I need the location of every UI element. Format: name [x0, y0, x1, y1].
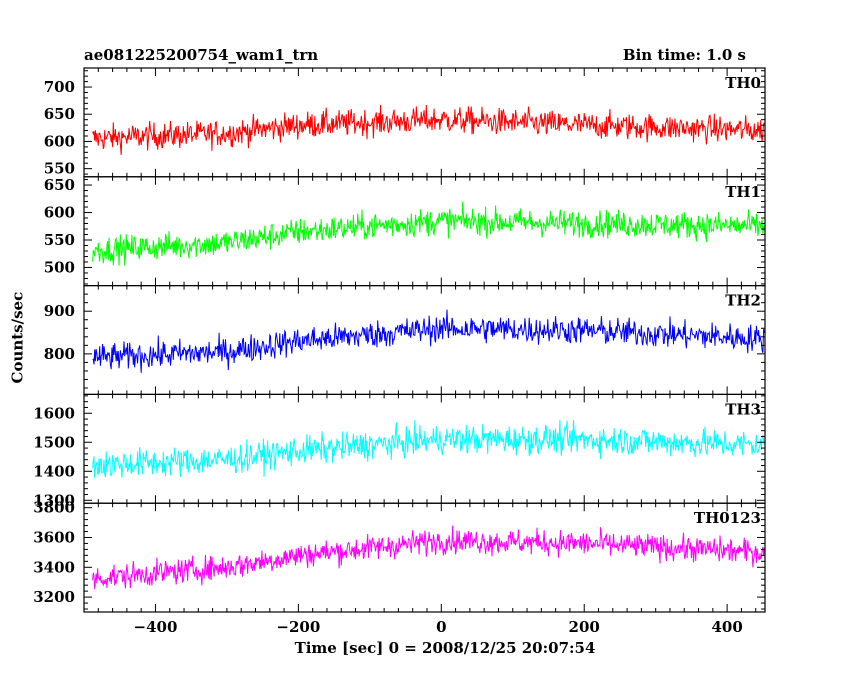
y-tick-label: 650: [44, 105, 75, 123]
x-tick-label: 400: [711, 618, 742, 636]
y-tick-label: 700: [44, 78, 75, 96]
y-tick-label: 1400: [33, 462, 75, 480]
y-tick-label: 550: [44, 231, 75, 249]
y-tick-label: 550: [44, 160, 75, 178]
plot-title: ae081225200754_wam1_trn: [84, 46, 319, 64]
panel-label-th3: TH3: [725, 400, 761, 418]
y-tick-label: 600: [44, 204, 75, 222]
y-tick-label: 600: [44, 132, 75, 150]
y-tick-label: 3400: [33, 558, 75, 576]
panel-label-th1: TH1: [725, 183, 761, 201]
panel-label-th0: TH0: [725, 74, 761, 92]
x-tick-label: −400: [134, 618, 178, 636]
panel-frame-th3: [83, 393, 766, 504]
x-tick-label: 200: [569, 618, 600, 636]
y-tick-label: 1300: [33, 491, 75, 509]
x-axis-label: Time [sec] 0 = 2008/12/25 20:07:54: [294, 639, 596, 657]
y-tick-label: 650: [44, 176, 75, 194]
y-tick-label: 500: [44, 258, 75, 276]
y-tick-label: 1500: [33, 433, 75, 451]
panel-label-th2: TH2: [725, 292, 761, 310]
series-line-th1: [92, 201, 765, 266]
y-tick-label: 1600: [33, 404, 75, 422]
series-line-th3: [92, 419, 765, 479]
series-line-th0: [92, 104, 765, 155]
y-tick-label: 3600: [33, 528, 75, 546]
series-line-th2: [92, 309, 765, 373]
panel-frame-th0123: [83, 502, 766, 613]
x-tick-label: −200: [276, 618, 320, 636]
y-tick-label: 3200: [33, 588, 75, 606]
x-tick-label: 0: [436, 618, 446, 636]
bin-time-label: Bin time: 1.0 s: [622, 46, 746, 64]
y-tick-label: 900: [44, 302, 75, 320]
series-line-th0123: [92, 525, 765, 590]
y-tick-label: 3800: [33, 499, 75, 517]
panel-label-th0123: TH0123: [694, 509, 761, 527]
y-tick-label: 800: [44, 345, 75, 363]
panel-frame-th1: [83, 176, 766, 287]
